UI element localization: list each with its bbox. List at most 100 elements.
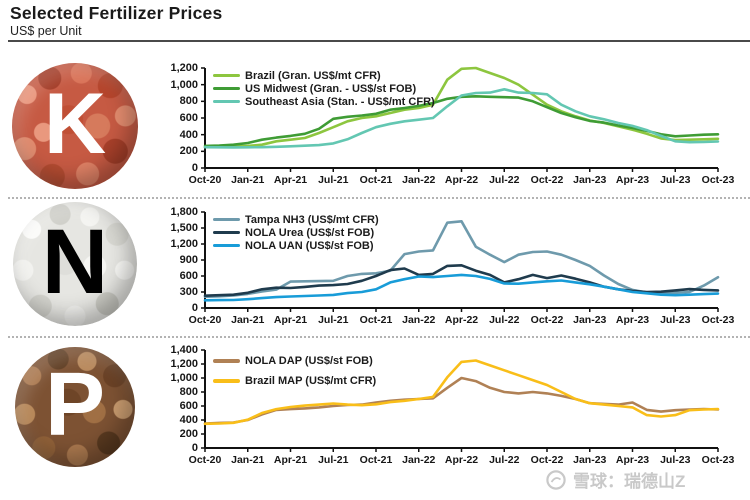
y-axis-tick-label: 200: [179, 428, 198, 440]
legend-swatch: [213, 379, 240, 383]
plot-area: NOLA DAP (US$/st FOB) Brazil MAP (US$/mt …: [201, 349, 720, 452]
legend-item: NOLA DAP (US$/st FOB): [213, 351, 376, 371]
x-axis-tick-label: Oct-22: [530, 314, 564, 326]
x-axis-tick-label: Apr-22: [444, 174, 479, 186]
legend-item: Brazil MAP (US$/mt CFR): [213, 371, 376, 391]
y-axis-labels: 0 200 400 600 800 1,000 1,200 1,400: [157, 344, 201, 454]
x-axis-tick-label: Oct-23: [701, 314, 735, 326]
nutrient-letter-p: P: [44, 355, 106, 455]
panel-separator: [8, 336, 750, 338]
legend-swatch: [213, 73, 240, 78]
legend-swatch: [213, 230, 240, 235]
y-axis-tick-label: 600: [179, 270, 198, 282]
series-line: [203, 359, 720, 426]
legend: NOLA DAP (US$/st FOB) Brazil MAP (US$/mt …: [213, 351, 376, 391]
x-axis-tick-label: Oct-22: [530, 174, 564, 186]
plot-area: Brazil (Gran. US$/mt CFR) US Midwest (Gra…: [201, 66, 720, 172]
legend-item: NOLA Urea (US$/st FOB): [213, 226, 379, 239]
y-axis-labels: 0 300 600 900 1,200 1,500 1,800: [157, 206, 201, 314]
x-axis-tick-label: Jul-22: [489, 454, 520, 466]
x-axis-tick-label: Apr-23: [615, 174, 650, 186]
phosphate-photo-badge: P: [15, 347, 135, 467]
x-axis-tick-label: Apr-22: [444, 454, 479, 466]
x-axis-tick-label: Jul-21: [318, 174, 349, 186]
legend-label: NOLA Urea (US$/st FOB): [245, 226, 375, 239]
series-line: [203, 263, 720, 297]
x-axis-tick-label: Jan-23: [573, 314, 607, 326]
y-axis-tick-label: 600: [179, 112, 198, 124]
legend-label: Brazil MAP (US$/mt CFR): [245, 375, 377, 387]
line-chart-svg: [201, 66, 720, 172]
y-axis-tick-label: 0: [191, 442, 198, 454]
series-line: [203, 87, 720, 149]
plot-area: Tampa NH3 (US$/mt CFR) NOLA Urea (US$/st …: [201, 211, 720, 312]
nutrient-letter-k: K: [43, 76, 107, 172]
legend: Brazil (Gran. US$/mt CFR) US Midwest (Gra…: [213, 69, 435, 108]
x-axis-tick-label: Oct-21: [359, 174, 393, 186]
x-axis-tick-label: Jul-23: [660, 314, 691, 326]
x-axis-tick-label: Jan-22: [402, 454, 436, 466]
x-axis-tick-label: Jan-21: [231, 314, 265, 326]
x-axis-tick-label: Oct-21: [359, 314, 393, 326]
legend-swatch: [213, 243, 240, 248]
y-axis-tick-label: 1,000: [170, 78, 198, 91]
x-axis-tick-label: Oct-22: [530, 454, 564, 466]
y-axis-tick-label: 1,200: [170, 358, 198, 370]
x-axis-labels: Oct-20 Jan-21 Apr-21 Jul-21 Oct-21 Jan-22 Apr-…: [189, 454, 735, 468]
x-axis-tick-label: Apr-21: [273, 314, 308, 326]
y-axis-tick-label: 1,400: [170, 344, 198, 356]
x-axis-tick-label: Jan-23: [573, 174, 607, 186]
legend-swatch: [213, 359, 240, 363]
x-axis-tick-label: Oct-23: [701, 174, 735, 186]
x-axis-tick-label: Jul-23: [660, 174, 691, 186]
y-axis-tick-label: 900: [179, 254, 198, 266]
legend: Tampa NH3 (US$/mt CFR) NOLA Urea (US$/st …: [213, 213, 379, 252]
x-axis-tick-label: Jan-21: [231, 174, 265, 186]
y-axis-tick-label: 200: [179, 145, 198, 158]
line-chart-svg: [201, 211, 720, 312]
title-divider: [8, 40, 750, 42]
x-axis-tick-label: Oct-21: [359, 454, 393, 466]
x-axis-tick-label: Jul-21: [318, 454, 349, 466]
page-subtitle: US$ per Unit: [10, 24, 82, 38]
y-axis-tick-label: 0: [191, 302, 198, 314]
x-axis-tick-label: Jan-22: [402, 174, 436, 186]
y-axis-tick-label: 400: [179, 414, 198, 426]
y-axis-tick-label: 800: [179, 386, 198, 398]
x-axis-tick-label: Apr-21: [273, 174, 308, 186]
y-axis-tick-label: 1,200: [170, 62, 198, 74]
y-axis-tick-label: 0: [191, 162, 198, 174]
x-axis-tick-label: Jul-22: [489, 314, 520, 326]
legend-label: NOLA DAP (US$/st FOB): [245, 355, 373, 367]
page-title: Selected Fertilizer Prices: [10, 3, 223, 23]
series-line: [203, 273, 720, 302]
xueqiu-snowball-icon: [546, 469, 566, 490]
legend-swatch: [213, 86, 240, 91]
legend-item: Tampa NH3 (US$/mt CFR): [213, 213, 379, 226]
legend-swatch: [213, 99, 240, 104]
x-axis-tick-label: Apr-23: [615, 314, 650, 326]
x-axis-tick-label: Oct-20: [188, 454, 222, 466]
y-axis-tick-label: 800: [179, 95, 198, 108]
y-axis-tick-label: 1,000: [170, 372, 198, 384]
legend-item: US Midwest (Gran. - US$/st FOB): [213, 82, 435, 95]
line-chart-svg: [201, 349, 720, 452]
watermark-text: 雪球：瑞德山Z: [573, 472, 686, 491]
nitrogen-photo-badge: N: [13, 202, 137, 326]
y-axis-tick-label: 1,800: [170, 206, 198, 218]
y-axis-tick-label: 600: [179, 400, 198, 412]
x-axis-tick-label: Apr-23: [615, 454, 650, 466]
legend-label: Tampa NH3 (US$/mt CFR): [245, 213, 379, 226]
legend-item: Brazil (Gran. US$/mt CFR): [213, 69, 435, 82]
y-axis-tick-label: 300: [179, 286, 198, 298]
x-axis-tick-label: Jul-21: [318, 314, 349, 326]
x-axis-tick-label: Jan-23: [573, 454, 607, 466]
nutrient-letter-n: N: [41, 211, 109, 313]
y-axis-tick-label: 400: [179, 128, 198, 141]
potash-photo-badge: K: [12, 63, 138, 189]
legend-label: Southeast Asia (Stan. - US$/mt CFR): [245, 95, 435, 108]
legend-item: Southeast Asia (Stan. - US$/mt CFR): [213, 95, 435, 108]
x-axis-tick-label: Jul-22: [489, 174, 520, 186]
legend-label: Brazil (Gran. US$/mt CFR): [245, 69, 381, 82]
